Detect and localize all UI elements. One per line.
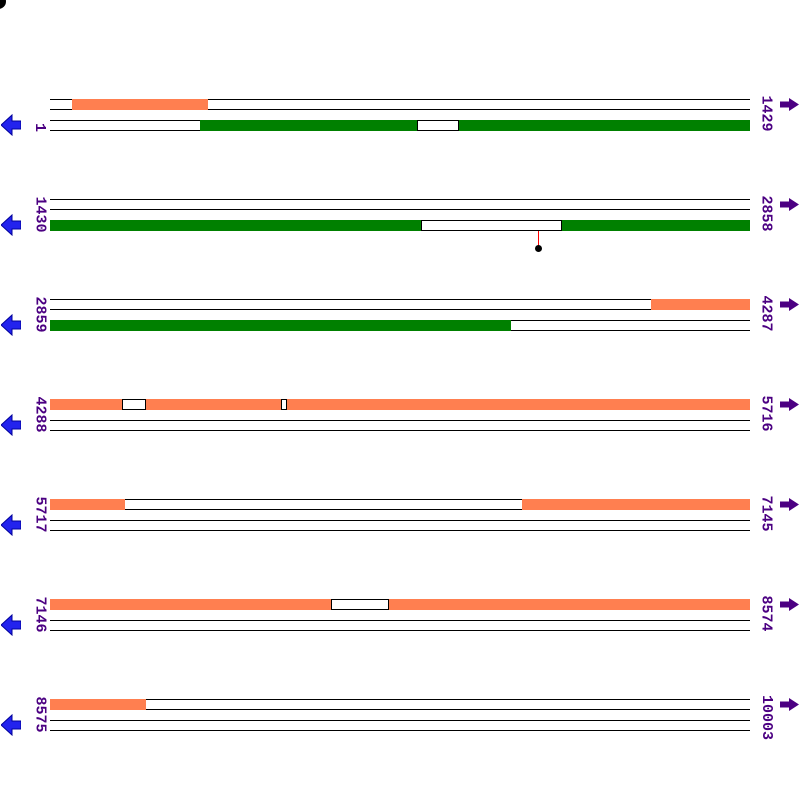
right-arrow-icon[interactable] bbox=[780, 698, 799, 716]
strand-line bbox=[50, 509, 750, 510]
row-start-label: 5717 bbox=[31, 495, 49, 533]
row-start-label: 4288 bbox=[31, 395, 49, 433]
left-arrow-icon[interactable] bbox=[0, 413, 22, 441]
strand-line bbox=[50, 520, 750, 521]
marker-pin[interactable] bbox=[534, 230, 543, 254]
right-arrow-icon[interactable] bbox=[780, 398, 799, 416]
strand-line bbox=[50, 699, 750, 700]
left-arrow-icon[interactable] bbox=[0, 513, 22, 541]
right-arrow-icon[interactable] bbox=[780, 598, 799, 616]
row-end-label: 8574 bbox=[757, 594, 775, 632]
left-arrow-icon[interactable] bbox=[0, 313, 22, 341]
strand-line bbox=[50, 630, 750, 631]
row-end-label: 7145 bbox=[757, 494, 775, 532]
right-arrow-icon[interactable] bbox=[780, 498, 799, 516]
forward-feature-bar[interactable] bbox=[72, 99, 208, 110]
strand-line bbox=[50, 720, 750, 721]
row-start-label: 7146 bbox=[31, 595, 49, 633]
row-end-label: 4287 bbox=[757, 294, 775, 332]
reverse-feature-bar[interactable] bbox=[200, 120, 750, 131]
left-arrow-icon[interactable] bbox=[0, 213, 22, 241]
strand-line bbox=[50, 730, 750, 731]
right-arrow-icon[interactable] bbox=[780, 198, 799, 216]
forward-feature-bar[interactable] bbox=[522, 499, 750, 510]
feature-gap bbox=[281, 399, 287, 410]
right-arrow-icon[interactable] bbox=[780, 98, 799, 116]
forward-feature-bar[interactable] bbox=[50, 399, 750, 410]
strand-line bbox=[50, 709, 750, 710]
row-end-label: 10003 bbox=[757, 694, 775, 741]
strand-line bbox=[50, 109, 750, 110]
corner-dot bbox=[0, 0, 6, 9]
strand-line bbox=[50, 499, 750, 500]
strand-line bbox=[50, 299, 750, 300]
strand-line bbox=[50, 209, 750, 210]
feature-gap bbox=[417, 120, 459, 131]
strand-line bbox=[50, 420, 750, 421]
strand-line bbox=[50, 199, 750, 200]
row-end-label: 1429 bbox=[757, 94, 775, 132]
feature-gap bbox=[122, 399, 146, 410]
forward-feature-bar[interactable] bbox=[50, 499, 125, 510]
left-arrow-icon[interactable] bbox=[0, 113, 22, 141]
strand-line bbox=[50, 530, 750, 531]
forward-feature-bar[interactable] bbox=[50, 599, 750, 610]
strand-line bbox=[50, 309, 750, 310]
strand-line bbox=[50, 430, 750, 431]
feature-gap bbox=[331, 599, 389, 610]
marker-line bbox=[537, 231, 539, 246]
feature-gap bbox=[421, 220, 562, 231]
reverse-feature-bar[interactable] bbox=[50, 320, 511, 331]
left-arrow-icon[interactable] bbox=[0, 613, 22, 641]
row-start-label: 1430 bbox=[31, 195, 49, 233]
row-start-label: 8575 bbox=[31, 695, 49, 733]
forward-feature-bar[interactable] bbox=[651, 299, 750, 310]
row-end-label: 5716 bbox=[757, 394, 775, 432]
row-end-label: 2858 bbox=[757, 194, 775, 232]
strand-line bbox=[50, 620, 750, 621]
reverse-feature-bar[interactable] bbox=[50, 220, 750, 231]
left-arrow-icon[interactable] bbox=[0, 713, 22, 741]
row-start-label: 1 bbox=[31, 122, 49, 133]
forward-feature-bar[interactable] bbox=[50, 699, 146, 710]
strand-line bbox=[50, 99, 750, 100]
marker-dot bbox=[535, 245, 542, 252]
row-start-label: 2859 bbox=[31, 295, 49, 333]
right-arrow-icon[interactable] bbox=[780, 298, 799, 316]
